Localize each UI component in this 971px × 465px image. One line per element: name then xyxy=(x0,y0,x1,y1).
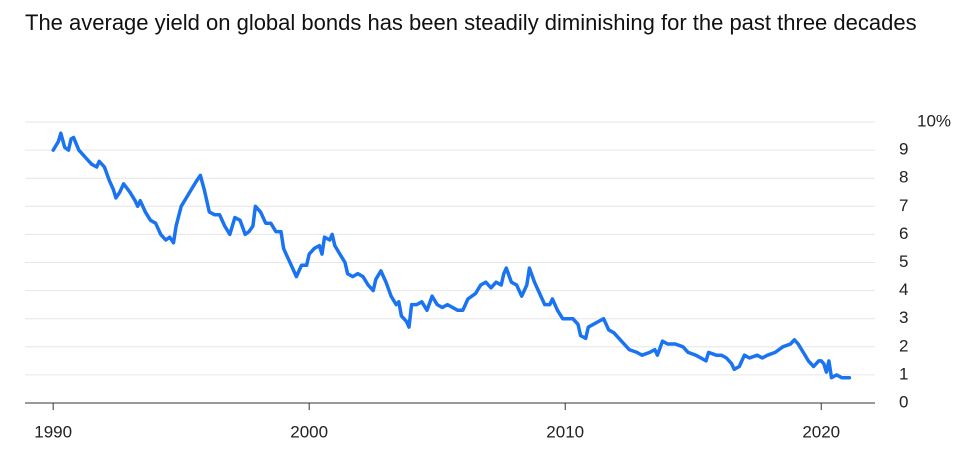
y-tick-label: 10% xyxy=(917,111,951,130)
y-tick-label: 2 xyxy=(899,336,908,355)
y-tick-label: 5 xyxy=(899,252,908,271)
x-tick-label: 1990 xyxy=(34,422,72,441)
y-tick-label: 0 xyxy=(899,392,908,411)
y-tick-label: 6 xyxy=(899,224,908,243)
chart-title: The average yield on global bonds has be… xyxy=(25,10,917,35)
y-tick-label: 7 xyxy=(899,196,908,215)
y-tick-label: 9 xyxy=(899,140,908,159)
x-tick-label: 2010 xyxy=(546,422,584,441)
y-tick-label: 4 xyxy=(899,280,908,299)
line xyxy=(51,131,852,380)
y-tick-label: 1 xyxy=(899,364,908,383)
x-tick-label: 2000 xyxy=(290,422,328,441)
x-tick-label: 2020 xyxy=(802,422,840,441)
y-tick-label: 3 xyxy=(899,308,908,327)
y-tick-label: 8 xyxy=(899,168,908,187)
